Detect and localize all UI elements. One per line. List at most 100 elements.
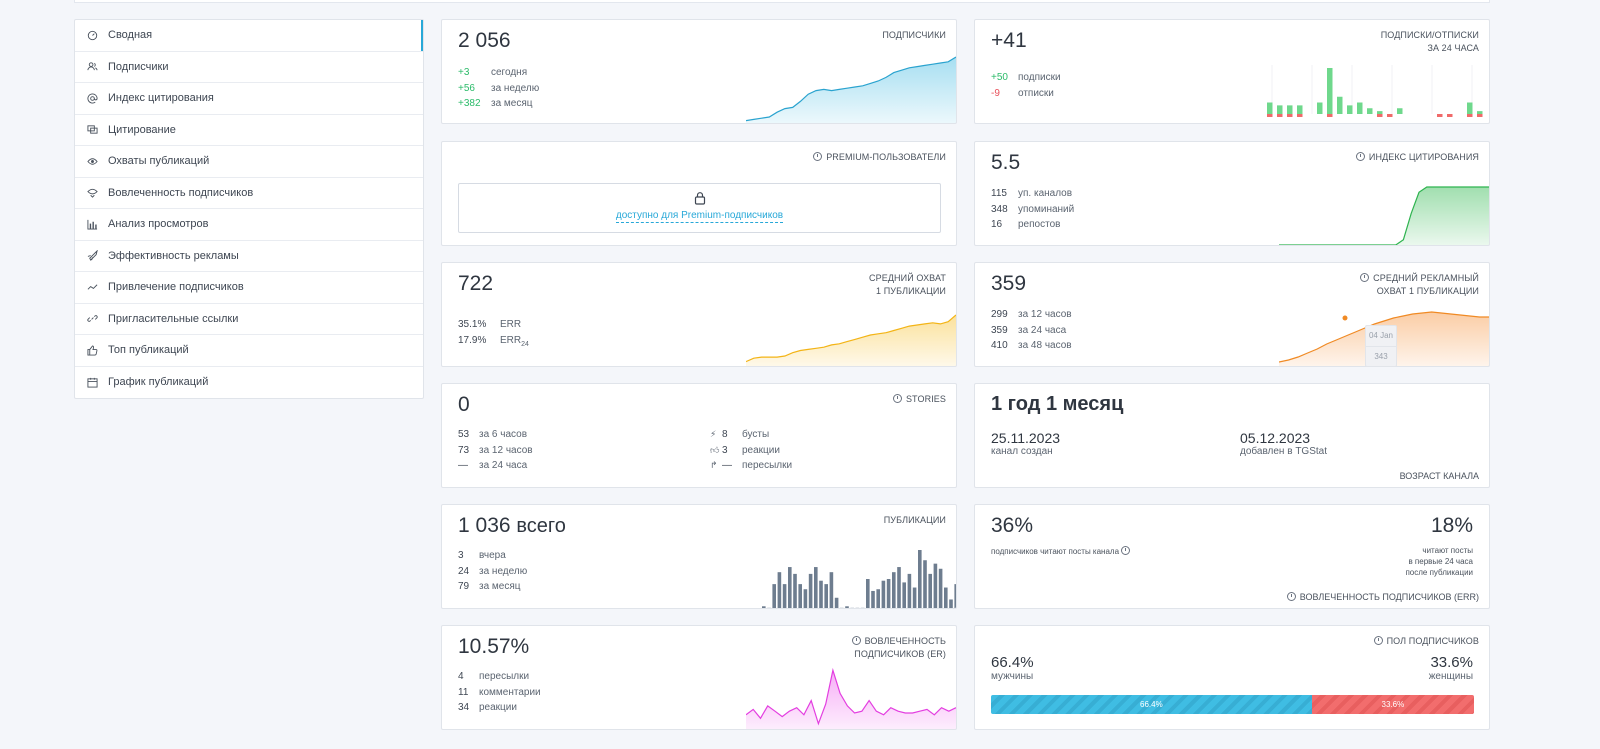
boost-icon: ⚡	[710, 429, 717, 439]
help-icon[interactable]	[1360, 273, 1370, 282]
sidebar-item-label: Цитирование	[108, 123, 176, 136]
channel-age-value: 1 год 1 месяц	[991, 393, 1124, 415]
added-date: 05.12.2023	[1240, 430, 1311, 446]
stat-row: 115 уп. каналов	[991, 186, 1074, 202]
ad-reach-stats: 299 за 12 часов 359 за 24 часа 410 за 48 часо…	[991, 307, 1072, 354]
sidebar-item-10[interactable]: Топ публикаций	[75, 335, 423, 367]
stat-row: 3 вчера	[458, 548, 527, 564]
dashboard-icon	[85, 28, 99, 42]
sidebar-item-11[interactable]: График публикаций	[75, 367, 423, 399]
help-icon[interactable]	[892, 394, 902, 403]
err-right-line2: в первые 24 часа	[1408, 557, 1473, 566]
help-icon[interactable]	[1373, 636, 1383, 645]
gender-label-text: ПОЛ ПОДПИСЧИКОВ	[1386, 636, 1479, 646]
stat-value: +50	[991, 72, 1008, 83]
stat-row: 24 за неделю	[458, 564, 527, 580]
stat-label-text: ERR	[500, 334, 522, 346]
stat-value: 79	[458, 581, 470, 592]
stories-left-stats: 53 за 6 часов 73 за 12 часов — за 24 часа	[458, 427, 533, 474]
stat-label-sub: 24	[521, 340, 529, 348]
chart-bar	[788, 567, 792, 608]
sidebar-item-4[interactable]: Охваты публикаций	[75, 146, 423, 178]
stat-label: за 12 часов	[1018, 307, 1072, 323]
thumbs-up-icon	[85, 343, 99, 357]
stat-label: реакции	[742, 443, 780, 459]
help-icon[interactable]	[1286, 592, 1296, 601]
stat-value: 359	[991, 324, 1008, 336]
added-block: 05.12.2023 добавлен в TGStat	[1240, 430, 1327, 457]
help-icon[interactable]	[1121, 546, 1131, 555]
chart-bar	[782, 584, 787, 608]
stat-label: за неделю	[491, 81, 539, 97]
stat-row: 11 комментарии	[458, 685, 541, 701]
chart-bar-plus	[1367, 108, 1373, 114]
help-icon[interactable]	[1355, 152, 1365, 161]
help-icon[interactable]	[813, 152, 823, 161]
stat-value: 3	[722, 444, 728, 456]
chart-bar-minus	[1297, 114, 1303, 117]
err-value-right: 18%	[1430, 514, 1473, 537]
stat-value: —	[722, 460, 732, 471]
stat-value: 17.9%	[458, 334, 487, 346]
stat-label-text: пересылки	[479, 671, 530, 682]
sidebar-item-7[interactable]: Эффективность рекламы	[75, 241, 423, 272]
citation-card: 5.5 ИНДЕКС ЦИТИРОВАНИЯ 115 уп. каналов 348…	[974, 141, 1490, 246]
added-label: добавлен в TGStat	[1240, 446, 1328, 457]
posts-stats: 3 вчера 24 за неделю 79 за месяц	[458, 548, 527, 595]
subscribers-value: 2 056	[458, 29, 511, 52]
subscribers-label: ПОДПИСЧИКИ	[882, 30, 946, 40]
chart-bar-plus	[1327, 68, 1333, 114]
err-value-left: 36%	[991, 514, 1034, 537]
subs-24h-stats: +50 подписки -9 отписки	[991, 70, 1061, 101]
sidebar-item-6[interactable]: Анализ просмотров	[75, 209, 423, 241]
sidebar-item-1[interactable]: Подписчики	[75, 52, 423, 83]
stat-label: за 48 часов	[1018, 338, 1072, 354]
chart-bar-minus	[1267, 114, 1273, 117]
channel-age-card: 1 год 1 месяц 25.11.2023 канал создан 05…	[974, 383, 1490, 488]
top-panel-edge	[74, 0, 1490, 3]
stat-value: 34	[458, 702, 470, 713]
chart-bar	[944, 587, 948, 608]
help-icon[interactable]	[851, 636, 861, 645]
avg-reach-value: 722	[458, 272, 494, 295]
chart-bar	[871, 590, 875, 608]
sidebar-item-0[interactable]: Сводная	[75, 20, 423, 52]
stat-label-text: пересылки	[742, 460, 793, 471]
err-label-text: ВОВЛЕЧЕННОСТЬ ПОДПИСЧИКОВ (ERR)	[1299, 592, 1479, 602]
chart-bar-plus	[1277, 105, 1283, 114]
stat-row: — за 24 часа	[458, 458, 533, 474]
chart-bar-minus	[1277, 114, 1283, 117]
premium-link[interactable]: доступно для Premium-подписчиков	[615, 210, 784, 223]
stat-row: 53 за 6 часов	[458, 427, 533, 443]
sidebar-item-8[interactable]: Привлечение подписчиков	[75, 272, 423, 304]
sidebar-item-5[interactable]: Вовлеченность подписчиков	[75, 178, 423, 209]
sidebar-item-2[interactable]: Индекс цитирования	[75, 83, 423, 115]
err-right-line1: читают посты	[1422, 546, 1473, 555]
ad-reach-label: СРЕДНИЙ РЕКЛАМНЫЙ ОХВАТ 1 ПУБЛИКАЦИИ	[1360, 272, 1479, 298]
premium-card: PREMIUM-ПОЛЬЗОВАТЕЛИ доступно для Premiu…	[441, 141, 957, 246]
chart-bar-plus	[1347, 105, 1353, 114]
premium-label-text: PREMIUM-ПОЛЬЗОВАТЕЛИ	[826, 152, 946, 162]
tooltip-value: 343	[1366, 346, 1396, 367]
stat-value: 410	[991, 340, 1008, 351]
chart-bar-minus	[1477, 114, 1483, 117]
stat-label-text: упоминаний	[1018, 203, 1075, 215]
stat-label: уп. каналов	[1018, 186, 1072, 202]
sidebar-item-9[interactable]: Пригласительные ссылки	[75, 304, 423, 335]
stat-label: реакции	[479, 700, 517, 716]
stat-label-text: за 24 часа	[479, 460, 528, 471]
sidebar-item-3[interactable]: Цитирование	[75, 115, 423, 146]
posts-chart	[762, 550, 956, 608]
chart-bar-minus	[1377, 114, 1383, 117]
avg-reach-card: 722 СРЕДНИЙ ОХВАТ 1 ПУБЛИКАЦИИ 35.1% ERR 1…	[441, 262, 957, 367]
stat-value: 348	[991, 203, 1008, 215]
stat-label: ERR	[500, 317, 521, 333]
stat-value: 11	[458, 686, 469, 698]
stat-row: 348 упоминаний	[991, 202, 1074, 218]
chart-bar	[897, 567, 901, 608]
ad-reach-label-line1: СРЕДНИЙ РЕКЛАМНЫЙ	[1373, 273, 1479, 283]
chart-bar-plus	[1397, 108, 1403, 114]
chart-bar-plus	[1467, 102, 1473, 114]
sidebar-item-label: Пригласительные ссылки	[108, 312, 239, 325]
err-left-text: подписчиков читают посты канала	[991, 547, 1120, 556]
